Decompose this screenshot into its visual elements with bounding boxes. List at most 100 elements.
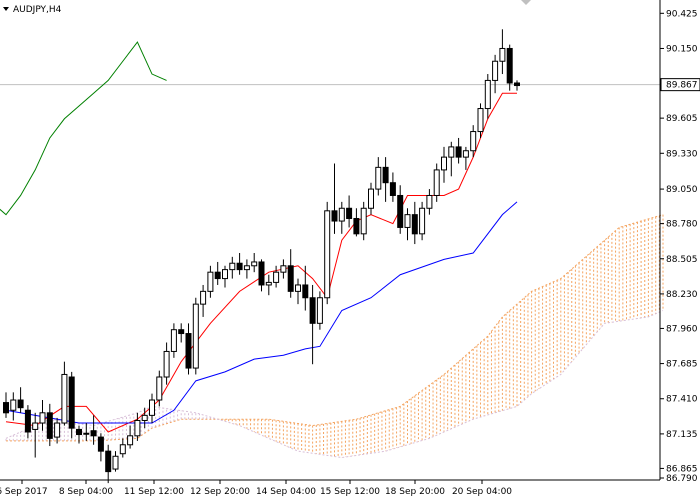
candle-body <box>331 210 338 222</box>
candle[interactable] <box>324 201 331 305</box>
candle-body <box>441 156 447 171</box>
candle[interactable] <box>441 146 447 183</box>
candle[interactable] <box>382 157 389 202</box>
candle[interactable] <box>10 392 17 421</box>
cloud-boundary <box>5 310 664 459</box>
candle[interactable] <box>492 54 499 94</box>
candle[interactable] <box>54 417 61 444</box>
candle-body <box>90 430 97 437</box>
candle[interactable] <box>397 185 404 234</box>
candle[interactable] <box>24 405 31 439</box>
candle[interactable] <box>419 201 426 241</box>
candle-body <box>24 409 31 433</box>
candle[interactable] <box>506 44 513 91</box>
candle-body <box>127 435 134 446</box>
time-tick-label: 8 Sep 04:00 <box>59 487 114 497</box>
price-tick-label: 90.150 <box>666 44 698 54</box>
candle-body <box>163 350 170 378</box>
time-axis: 6 Sep 2017 8 Sep 04:00 11 Sep 12:00 12 Sep … <box>0 480 512 497</box>
candle[interactable] <box>433 163 440 202</box>
candle[interactable] <box>287 249 294 298</box>
candle[interactable] <box>302 265 309 311</box>
candle[interactable] <box>295 278 301 305</box>
candle[interactable] <box>112 451 119 472</box>
candle[interactable] <box>484 74 491 119</box>
candle[interactable] <box>61 361 68 426</box>
candle[interactable] <box>316 291 323 330</box>
candle[interactable] <box>185 323 192 375</box>
candle[interactable] <box>448 141 455 177</box>
candle-body <box>170 329 177 352</box>
candle[interactable] <box>353 208 360 237</box>
candle[interactable] <box>97 433 104 462</box>
candle[interactable] <box>207 265 214 298</box>
price-tick-label: 88.780 <box>666 220 698 230</box>
candle[interactable] <box>360 201 367 241</box>
candle[interactable] <box>170 323 177 358</box>
candle[interactable] <box>68 371 75 439</box>
chikou-span-line <box>0 41 167 216</box>
candle[interactable] <box>404 208 411 241</box>
candle[interactable] <box>76 425 82 444</box>
candle[interactable] <box>426 189 433 215</box>
candle[interactable] <box>499 29 506 75</box>
candle[interactable] <box>32 412 39 458</box>
candle[interactable] <box>514 80 520 91</box>
candle[interactable] <box>368 182 374 215</box>
candle-body <box>229 262 236 271</box>
candle[interactable] <box>462 146 469 170</box>
candle[interactable] <box>83 423 90 441</box>
candle[interactable] <box>90 415 97 445</box>
candle[interactable] <box>243 259 250 279</box>
candle[interactable] <box>331 163 338 234</box>
candle[interactable] <box>375 157 382 196</box>
candle[interactable] <box>200 284 207 317</box>
candle[interactable] <box>3 392 9 418</box>
candle[interactable] <box>163 342 170 385</box>
candle[interactable] <box>149 393 155 424</box>
candle[interactable] <box>134 412 141 441</box>
candle[interactable] <box>222 265 228 288</box>
candle[interactable] <box>346 195 353 228</box>
candle[interactable] <box>214 261 221 285</box>
candle[interactable] <box>141 407 148 429</box>
price-tick-label: 89.605 <box>666 114 698 124</box>
candle-body <box>448 146 455 158</box>
candle-body <box>484 79 491 110</box>
candle[interactable] <box>411 201 418 245</box>
candle[interactable] <box>273 265 280 288</box>
plot-area[interactable] <box>0 29 664 484</box>
candle-body <box>477 108 484 133</box>
candle[interactable] <box>39 400 46 431</box>
candle-body <box>353 217 360 235</box>
candle[interactable] <box>178 323 185 343</box>
candle-body <box>112 455 119 470</box>
candle-body <box>411 214 418 235</box>
candle-body <box>17 399 24 409</box>
candle[interactable] <box>119 438 126 458</box>
candle[interactable] <box>17 387 24 413</box>
dropdown-triangle-icon[interactable] <box>3 7 9 11</box>
candle-body <box>156 376 163 401</box>
candle[interactable] <box>265 274 272 296</box>
candle[interactable] <box>389 172 396 202</box>
candle[interactable] <box>338 201 345 234</box>
candle-body <box>46 412 53 439</box>
kijun-sen-line <box>5 201 518 424</box>
candle[interactable] <box>470 125 477 158</box>
price-tick-label: 86.790 <box>666 474 698 484</box>
candle[interactable] <box>309 284 316 365</box>
candle[interactable] <box>455 137 462 164</box>
candle[interactable] <box>477 103 484 138</box>
candle[interactable] <box>251 253 258 273</box>
candle[interactable] <box>127 425 134 449</box>
candle[interactable] <box>156 370 163 407</box>
candle[interactable] <box>192 297 199 375</box>
candle[interactable] <box>105 444 112 484</box>
candle[interactable] <box>258 259 265 292</box>
candle[interactable] <box>46 403 53 447</box>
candle[interactable] <box>229 256 236 279</box>
candle[interactable] <box>280 259 287 279</box>
candle[interactable] <box>236 253 243 275</box>
